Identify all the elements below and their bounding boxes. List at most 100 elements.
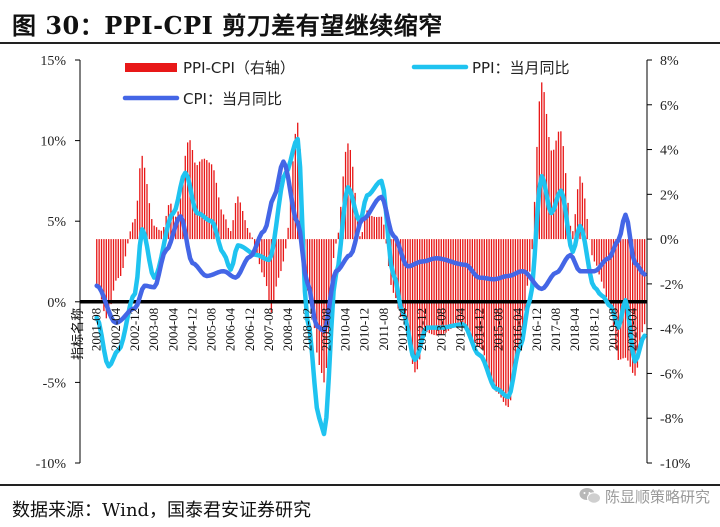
ppi-line <box>94 136 647 437</box>
spread-bar <box>100 239 103 300</box>
spread-bar <box>232 220 234 240</box>
spread-bar <box>141 155 143 240</box>
right-tick-label: 0% <box>660 233 679 248</box>
x-tick-label: 2014-04 <box>452 307 467 351</box>
left-tick-label: 10% <box>40 135 66 150</box>
spread-bar <box>498 239 500 394</box>
spread-bar <box>368 213 371 240</box>
spread-bar <box>275 239 277 287</box>
right-tick-label: 4% <box>660 144 679 159</box>
spread-bar <box>450 239 452 330</box>
spread-bar <box>297 122 299 240</box>
x-tick-label: 2002-12 <box>127 308 142 351</box>
spread-bar <box>631 239 634 373</box>
spread-bar <box>464 239 466 325</box>
spread-bar <box>239 202 241 240</box>
spread-bar <box>120 239 122 276</box>
spread-bar <box>117 239 119 279</box>
spread-bar <box>545 113 548 240</box>
spread-bar <box>273 239 275 303</box>
spread-bar <box>206 160 208 240</box>
spread-bar <box>383 224 385 240</box>
spread-bar <box>584 198 586 240</box>
right-tick-label: -4% <box>660 323 684 338</box>
spread-bar <box>287 227 289 240</box>
x-tick-label: 2013-08 <box>433 308 448 351</box>
spread-bar <box>378 216 380 240</box>
spread-bar <box>505 239 507 406</box>
x-tick-label: 2004-12 <box>184 308 199 351</box>
spread-bar <box>376 217 378 240</box>
x-tick-label: 2018-04 <box>567 307 582 351</box>
x-tick-label: 2020-04 <box>625 307 640 351</box>
right-tick-label: 6% <box>660 99 679 114</box>
spread-bar <box>227 227 229 240</box>
spread-bar <box>404 239 407 314</box>
spread-bar <box>416 239 418 370</box>
spread-bar <box>423 239 426 336</box>
spread-bar <box>615 239 617 349</box>
spread-bar <box>361 232 363 240</box>
spread-bar <box>553 149 555 240</box>
spread-bar <box>244 220 246 240</box>
x-tick-label: 2008-12 <box>299 308 314 351</box>
spread-bar <box>533 201 536 240</box>
right-tick-label: 8% <box>660 54 679 69</box>
spread-bar <box>531 239 533 250</box>
x-tick-label: 2019-08 <box>606 308 621 351</box>
spread-bar <box>419 239 421 360</box>
spread-bar <box>543 92 545 240</box>
x-tick-label: 2006-12 <box>242 308 257 351</box>
right-tick-label: -6% <box>660 367 684 382</box>
spread-bar <box>96 239 98 284</box>
spread-bar <box>502 239 505 402</box>
source-note: 数据来源：Wind，国泰君安证券研究 <box>12 500 312 521</box>
spread-bar <box>471 239 474 339</box>
spread-bar <box>103 239 105 312</box>
x-tick-label: 2017-08 <box>548 308 563 351</box>
spread-bar <box>309 239 311 296</box>
spread-bar <box>198 161 201 240</box>
spread-bar <box>182 177 184 240</box>
right-tick-label: -8% <box>660 412 684 427</box>
spread-bar <box>435 239 438 336</box>
spread-bar <box>131 222 134 240</box>
title-rule <box>0 42 720 44</box>
spread-bar <box>289 195 292 240</box>
ppi-cpi-chart: -10% -5% 0% 5% 10% 15% -10% -8% -6% -4% -2% 0% 2% 4% 6… <box>36 54 691 472</box>
spread-bar <box>500 239 502 398</box>
spread-bar <box>469 239 471 335</box>
spread-bar <box>447 239 450 331</box>
spread-bar <box>143 167 146 240</box>
spread-bar <box>474 239 476 343</box>
spread-bar <box>253 239 256 246</box>
spread-bar <box>294 133 296 240</box>
spread-bar <box>481 239 483 350</box>
spread-bar <box>364 216 366 240</box>
left-tick-label: -10% <box>36 457 67 472</box>
right-tick-label: 2% <box>660 188 679 203</box>
spread-bar <box>476 239 478 346</box>
spread-bar <box>490 239 493 383</box>
spread-bar <box>507 239 509 408</box>
spread-bar <box>359 236 361 240</box>
spread-bar <box>306 239 308 291</box>
spread-bar <box>574 214 576 240</box>
spread-bar <box>134 218 136 240</box>
spread-bar <box>246 228 249 240</box>
spread-bar <box>643 239 646 325</box>
spread-bar <box>163 227 165 240</box>
spread-bar <box>110 239 112 305</box>
spread-bar <box>579 176 581 240</box>
spread-bar <box>452 239 454 328</box>
x-tick-label: 2003-08 <box>146 308 161 351</box>
spread-bar <box>249 232 251 240</box>
spread-bar <box>146 184 148 240</box>
spread-bar <box>127 239 129 244</box>
spread-bar <box>313 239 316 329</box>
x-axis-placeholder: 指标名称 <box>70 308 86 360</box>
spread-bar <box>407 239 409 327</box>
spread-bar <box>445 239 447 333</box>
legend-swatch-spread <box>125 63 177 72</box>
spread-bar <box>122 239 124 269</box>
